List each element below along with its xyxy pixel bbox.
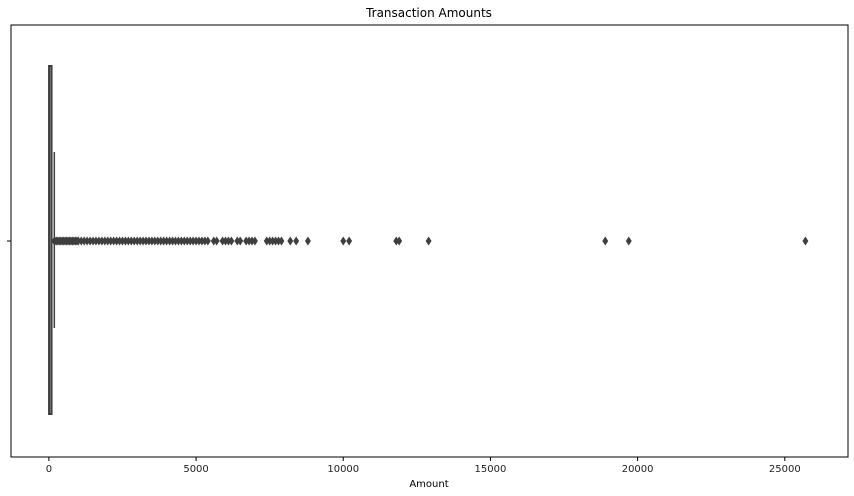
- outlier-point: [237, 236, 244, 246]
- outlier-point: [625, 236, 632, 246]
- x-axis-label: Amount: [409, 479, 448, 490]
- chart-title: Transaction Amounts: [365, 6, 492, 20]
- outlier-point: [228, 236, 235, 246]
- x-tick-label: 15000: [475, 464, 507, 475]
- outlier-point: [396, 236, 403, 246]
- outlier-point: [304, 236, 311, 246]
- outlier-point: [425, 236, 432, 246]
- outlier-point: [602, 236, 609, 246]
- boxplot-group: [48, 65, 56, 415]
- outlier-point: [204, 236, 211, 246]
- x-tick-label: 25000: [769, 464, 801, 475]
- outlier-point: [340, 236, 347, 246]
- x-axis: 0 5000 10000 15000 20000 25000: [46, 457, 801, 475]
- x-tick-label: 0: [46, 464, 52, 475]
- outlier-point: [278, 236, 285, 246]
- x-tick-label: 5000: [183, 464, 208, 475]
- outlier-point: [293, 236, 300, 246]
- outlier-point: [213, 236, 220, 246]
- outlier-point: [287, 236, 294, 246]
- x-tick-label: 20000: [622, 464, 654, 475]
- x-tick-label: 10000: [327, 464, 359, 475]
- outlier-point: [802, 236, 809, 246]
- outlier-point: [251, 236, 258, 246]
- outlier-point: [346, 236, 353, 246]
- outlier-points: [51, 236, 809, 246]
